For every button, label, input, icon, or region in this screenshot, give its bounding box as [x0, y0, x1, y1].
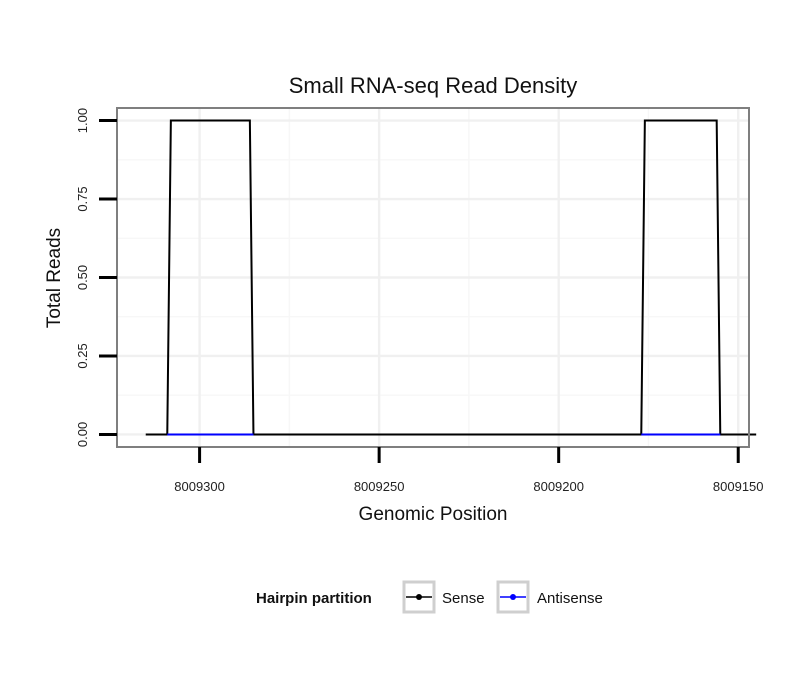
x-tick-label: 8009200: [533, 479, 584, 494]
chart-title: Small RNA-seq Read Density: [289, 73, 578, 98]
x-axis-title: Genomic Position: [359, 504, 508, 525]
legend-point-antisense: [510, 594, 516, 600]
legend-point-sense: [416, 594, 422, 600]
x-tick-label: 8009300: [174, 479, 225, 494]
legend: Hairpin partition Sense Antisense: [256, 580, 603, 614]
series-layer: [145, 119, 757, 436]
series-line-sense: [145, 119, 757, 436]
x-tick-label: 8009250: [354, 479, 405, 494]
y-tick-label: 0.50: [75, 265, 90, 290]
y-tick-label: 1.00: [75, 108, 90, 133]
legend-label-sense: Sense: [442, 590, 485, 607]
legend-label-antisense: Antisense: [537, 590, 603, 607]
y-axis: 0.00 0.25 0.50 0.75 1.00: [75, 108, 117, 447]
y-tick-label: 0.75: [75, 186, 90, 211]
x-axis: 8009300 8009250 8009200 8009150: [174, 447, 764, 494]
y-tick-label: 0.00: [75, 422, 90, 447]
x-tick-label: 8009150: [713, 479, 764, 494]
y-axis-title: Total Reads: [44, 228, 65, 328]
legend-item-antisense[interactable]: Antisense: [496, 580, 603, 614]
legend-title: Hairpin partition: [256, 590, 372, 607]
y-tick-label: 0.25: [75, 343, 90, 368]
legend-item-sense[interactable]: Sense: [402, 580, 485, 614]
